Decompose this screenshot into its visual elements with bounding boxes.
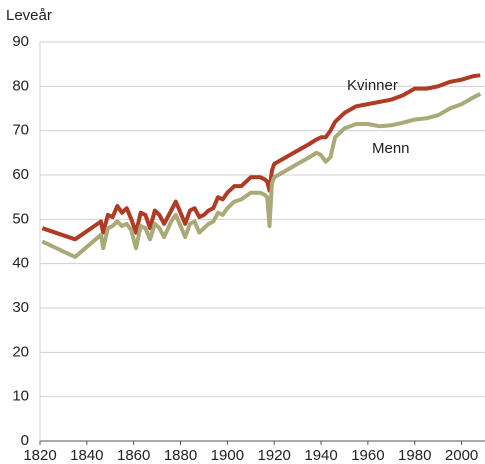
y-tick-label: 70 (12, 122, 29, 139)
y-axis-label: Leveår (6, 7, 52, 24)
x-tick-label: 1860 (117, 447, 150, 464)
x-tick-label: 1940 (304, 447, 337, 464)
y-tick-label: 90 (12, 33, 29, 50)
y-tick-label: 40 (12, 255, 29, 272)
x-tick-label: 1920 (258, 447, 291, 464)
y-tick-label: 20 (12, 343, 29, 360)
x-tick-label: 2000 (445, 447, 478, 464)
y-tick-label: 50 (12, 210, 29, 227)
y-tick-label: 10 (12, 388, 29, 405)
series-label: Menn (372, 140, 410, 157)
x-tick-label: 1880 (164, 447, 197, 464)
y-tick-label: 30 (12, 299, 29, 316)
x-tick-label: 1900 (211, 447, 244, 464)
y-tick-label: 60 (12, 166, 29, 183)
y-tick-label: 80 (12, 77, 29, 94)
x-tick-label: 1980 (398, 447, 431, 464)
series-line (41, 92, 482, 259)
x-tick-label: 1820 (23, 447, 56, 464)
y-tick-label: 0 (21, 432, 29, 449)
series-line (41, 73, 481, 242)
x-tick-label: 1840 (70, 447, 103, 464)
series-label: Kvinner (347, 77, 398, 94)
x-tick-label: 1960 (351, 447, 384, 464)
